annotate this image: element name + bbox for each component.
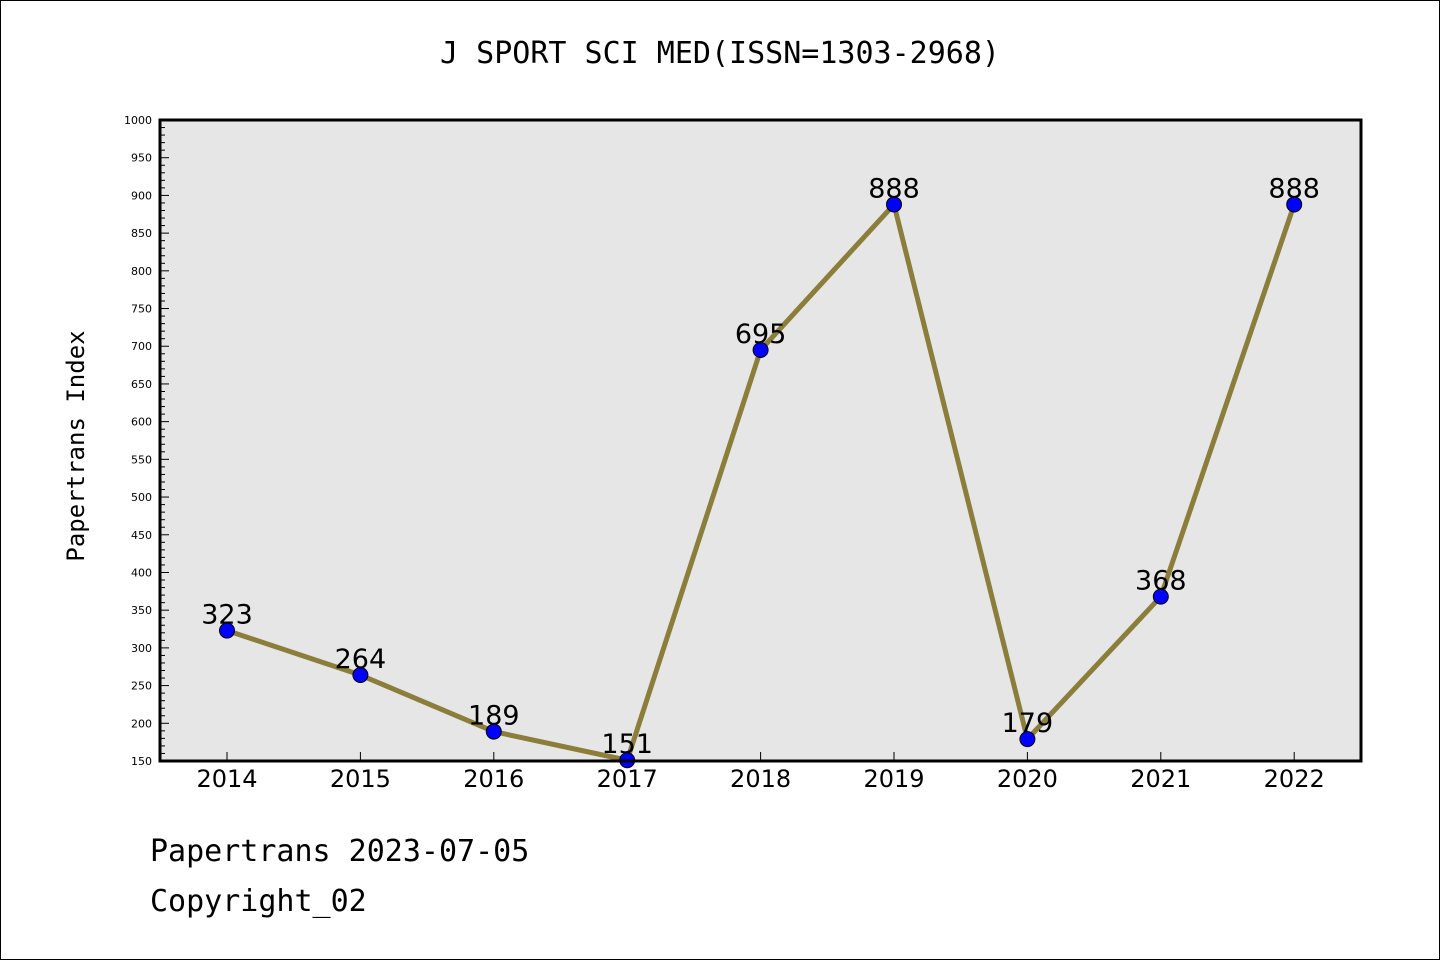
data-label: 888 xyxy=(868,173,920,204)
y-tick-label: 700 xyxy=(131,340,152,353)
y-tick-label: 850 xyxy=(131,227,152,240)
plot-border xyxy=(158,118,1363,763)
chart-title: J SPORT SCI MED(ISSN=1303-2968) xyxy=(440,36,1000,71)
data-point xyxy=(1152,588,1169,605)
y-tick-label: 250 xyxy=(131,680,152,693)
x-tick-label: 2015 xyxy=(330,765,391,793)
y-tick-label: 550 xyxy=(131,453,152,466)
y-tick-label: 750 xyxy=(131,303,152,316)
data-point xyxy=(1019,731,1036,748)
data-labels: 323 264 189 151 695 888 179 368 888 xyxy=(201,173,1320,760)
plot-area xyxy=(160,120,1361,761)
data-point xyxy=(1286,196,1303,213)
y-tick-label: 300 xyxy=(131,642,152,655)
x-tick-label: 2021 xyxy=(1130,765,1191,793)
x-tick-label: 2016 xyxy=(463,765,524,793)
data-point xyxy=(219,622,235,639)
data-point xyxy=(886,196,902,213)
y-tick-label: 800 xyxy=(131,265,152,278)
x-tick-label: 2017 xyxy=(597,765,658,793)
data-point xyxy=(485,723,502,740)
y-tick-label: 400 xyxy=(131,566,152,579)
y-tick-label: 200 xyxy=(131,717,152,730)
x-tick-label: 2014 xyxy=(196,765,257,793)
y-tick-label: 900 xyxy=(131,189,152,202)
data-label: 323 xyxy=(201,600,253,631)
y-tick-label: 500 xyxy=(131,491,152,504)
x-axis-ticks: 2014 2015 2016 2017 2018 2019 2020 2021 2022 xyxy=(196,752,1325,793)
data-label: 264 xyxy=(335,644,387,675)
y-tick-label: 150 xyxy=(131,755,152,768)
x-tick-label: 2020 xyxy=(997,765,1058,793)
y-tick-label: 650 xyxy=(131,378,152,391)
y-tick-label: 950 xyxy=(131,152,152,165)
data-label: 695 xyxy=(735,319,787,350)
data-point xyxy=(352,667,369,684)
y-tick-label: 1000 xyxy=(124,114,152,127)
y-tick-label: 450 xyxy=(131,529,152,542)
data-point xyxy=(752,342,769,359)
x-tick-label: 2022 xyxy=(1264,765,1325,793)
data-label: 888 xyxy=(1268,173,1320,204)
data-label: 368 xyxy=(1135,566,1187,597)
x-tick-label: 2019 xyxy=(863,765,924,793)
y-tick-label: 350 xyxy=(131,604,152,617)
footer-date: Papertrans 2023-07-05 xyxy=(150,834,530,869)
data-markers xyxy=(219,196,1303,769)
data-label: 179 xyxy=(1002,708,1054,739)
data-label: 151 xyxy=(601,729,653,760)
data-label: 189 xyxy=(468,701,520,732)
footer-copyright: Copyright_02 xyxy=(150,884,367,919)
x-tick-label: 2018 xyxy=(730,765,791,793)
y-tick-label: 600 xyxy=(131,416,152,429)
